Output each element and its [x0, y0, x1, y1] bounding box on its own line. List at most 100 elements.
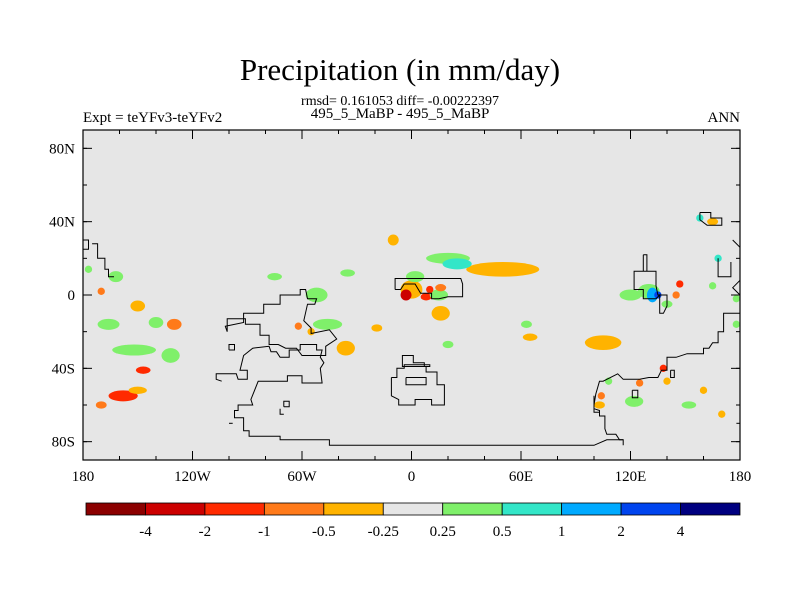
- colorbar-label: -4: [139, 524, 152, 540]
- coastline-1: [228, 344, 235, 351]
- anomaly-patch-12: [312, 318, 343, 330]
- x-tick-label: 120W: [174, 469, 212, 485]
- anomaly-patch-57: [718, 410, 726, 418]
- anomaly-patch-19: [340, 269, 355, 277]
- colorbar-label: 0.5: [493, 524, 512, 540]
- anomaly-patch-46: [732, 320, 740, 329]
- anomaly-patch-58: [699, 386, 708, 395]
- coastline-10: [699, 212, 723, 226]
- anomaly-patch-17: [371, 324, 383, 332]
- anomaly-patch-59: [635, 379, 644, 387]
- colorbar-label: 1: [558, 524, 566, 540]
- anomaly-patch-60: [442, 340, 454, 349]
- colorbar-label: -0.5: [312, 524, 336, 540]
- colorbar-label: -2: [199, 524, 212, 540]
- coastline-2: [283, 400, 290, 408]
- coastline-11: [732, 239, 740, 248]
- anomaly-patch-55: [625, 395, 644, 407]
- y-tick-label: 0: [68, 288, 76, 304]
- anomaly-patch-44: [707, 218, 719, 226]
- coastline-15: [593, 395, 600, 413]
- x-tick-label: 60E: [509, 469, 533, 485]
- colorbar-box: [680, 502, 741, 516]
- coastline-13: [731, 279, 740, 296]
- experiment-label: Expt = teYFv3-teYFv2: [83, 110, 223, 126]
- chart-stats-subtitle: rmsd= 0.161053 diff= -0.00222397: [301, 94, 499, 109]
- coastline-17: [670, 369, 675, 378]
- anomaly-patch-15: [294, 322, 302, 330]
- anomaly-patch-51: [663, 377, 671, 385]
- colorbar-box: [85, 502, 146, 516]
- colorbar-box: [561, 502, 622, 516]
- anomaly-patch-53: [597, 392, 605, 400]
- anomaly-patch-22: [148, 317, 164, 328]
- anomaly-patch-5: [400, 289, 412, 301]
- x-tick-label: 0: [408, 469, 416, 485]
- colorbar-box: [145, 502, 206, 516]
- colorbar-box: [501, 502, 563, 516]
- anomaly-patch-14: [336, 340, 355, 356]
- x-tick-label: 60W: [287, 469, 317, 485]
- coastline-7: [390, 355, 445, 406]
- anomaly-patch-54: [594, 401, 605, 409]
- anomaly-patch-30: [95, 401, 107, 409]
- anomaly-patch-11: [426, 285, 434, 294]
- anomaly-patch-47: [732, 295, 740, 303]
- anomaly-patch-25: [112, 344, 156, 356]
- anomaly-patch-9: [431, 306, 450, 321]
- colorbar-box: [442, 502, 503, 516]
- coastline-0: [215, 344, 624, 446]
- colorbar-label: 2: [617, 524, 625, 540]
- season-label: ANN: [707, 110, 741, 126]
- y-tick-label: 80N: [49, 141, 75, 157]
- colorbar-box: [382, 502, 444, 516]
- colorbar-box: [323, 502, 384, 516]
- coastline-14: [593, 312, 740, 441]
- anomaly-patch-27: [135, 366, 151, 374]
- anomaly-patch-8: [406, 271, 425, 283]
- colorbar-label: -1: [258, 524, 271, 540]
- coastline-16: [631, 389, 639, 399]
- colorbar-box: [620, 502, 681, 516]
- anomaly-patch-6: [420, 293, 432, 301]
- anomaly-patch-0: [466, 262, 540, 277]
- colorbar-label: -0.25: [368, 524, 399, 540]
- anomaly-patch-20: [387, 234, 399, 246]
- coastline-8: [405, 377, 427, 386]
- anomaly-patch-56: [681, 401, 697, 409]
- anomaly-patch-24: [97, 318, 120, 330]
- colorbar-box: [204, 502, 265, 516]
- anomaly-patch-29: [128, 386, 147, 395]
- anomaly-patch-26: [161, 348, 180, 363]
- anomaly-patch-34: [619, 289, 642, 301]
- colorbar-box: [263, 502, 325, 516]
- anomaly-patch-31: [108, 271, 124, 283]
- anomaly-patch-43: [521, 320, 532, 329]
- x-tick-label: 120E: [615, 469, 647, 485]
- chart-periods-subtitle: 495_5_MaBP - 495_5_MaBP: [310, 106, 490, 122]
- coastline-5: [224, 289, 338, 356]
- anomaly-patch-33: [84, 265, 93, 274]
- y-tick-label: 40S: [52, 361, 75, 377]
- coastline-4: [83, 239, 89, 250]
- anomaly-patch-32: [97, 287, 105, 296]
- colorbar-label: 4: [677, 524, 685, 540]
- x-tick-label: 180: [72, 469, 95, 485]
- anomaly-patch-28: [108, 390, 138, 402]
- anomaly-patch-23: [130, 300, 146, 312]
- anomaly-patch-41: [584, 335, 622, 350]
- anomaly-patch-39: [672, 291, 680, 299]
- anomaly-patch-10: [435, 284, 447, 292]
- coastline-6: [394, 278, 464, 300]
- anomaly-patch-38: [676, 280, 684, 288]
- anomaly-patch-18: [267, 273, 282, 281]
- coastline-12: [717, 258, 732, 278]
- anomaly-patch-21: [166, 318, 182, 330]
- coastline-3: [92, 243, 114, 278]
- coastlines: [83, 212, 740, 446]
- chart-title: Precipitation (in mm/day): [239, 52, 561, 87]
- y-tick-label: 40N: [49, 215, 75, 231]
- anomaly-patch-48: [708, 282, 717, 290]
- x-tick-label: 180: [729, 469, 752, 485]
